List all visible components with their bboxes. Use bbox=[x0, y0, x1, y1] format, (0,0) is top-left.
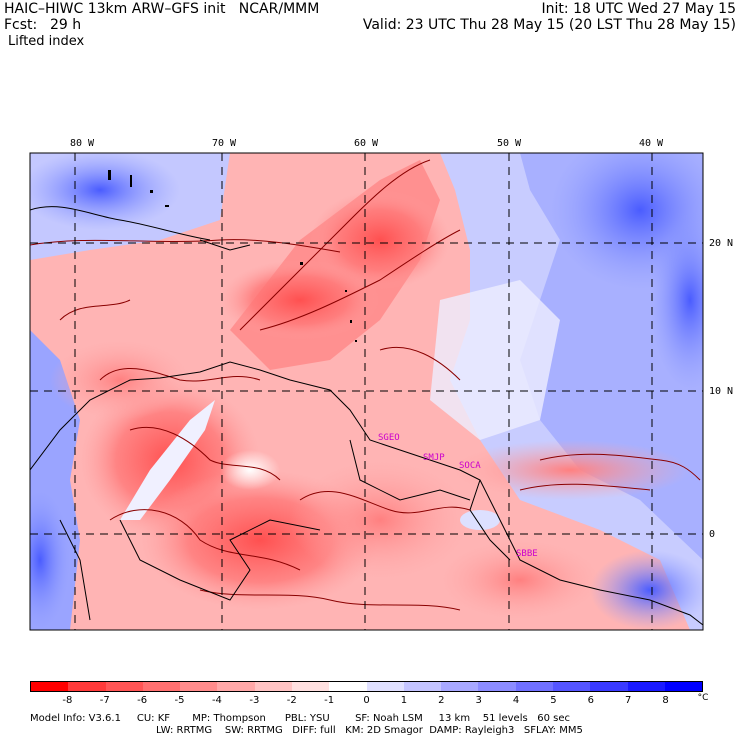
lon-label-50w: 50 W bbox=[497, 138, 522, 149]
lat-label-20n: 20 N bbox=[709, 238, 733, 249]
colorbar-tick-label: 8 bbox=[662, 695, 669, 706]
map-title: HAIC–HIWC 13km ARW–GFS init NCAR/MMM bbox=[4, 1, 320, 17]
station-soca: SOCA bbox=[459, 461, 481, 471]
colorbar-swatch bbox=[403, 682, 442, 691]
station-smjp: SMJP bbox=[423, 453, 445, 463]
colorbar-tick-label: -7 bbox=[99, 695, 110, 706]
model-info-line2: LW: RRTMG SW: RRTMG DIFF: full KM: 2D Sm… bbox=[156, 725, 583, 736]
colorbar-swatch bbox=[68, 682, 106, 691]
colorbar-swatch bbox=[142, 682, 181, 691]
station-sgeo: SGEO bbox=[378, 433, 400, 443]
colorbar-tick-label: -8 bbox=[62, 695, 73, 706]
valid-time: Valid: 23 UTC Thu 28 May 15 (20 LST Thu … bbox=[362, 17, 736, 33]
colorbar-tick-label: -1 bbox=[324, 695, 335, 706]
lon-label-80w: 80 W bbox=[70, 138, 95, 149]
colorbar-swatch bbox=[31, 682, 69, 691]
colorbar bbox=[30, 681, 703, 692]
colorbar-tick-label: -4 bbox=[211, 695, 222, 706]
lon-label-70w: 70 W bbox=[212, 138, 237, 149]
lat-label-10n: 10 N bbox=[709, 386, 733, 397]
colorbar-tick-label: 5 bbox=[550, 695, 557, 706]
colorbar-tick-label: 6 bbox=[587, 695, 595, 706]
lon-label-60w: 60 W bbox=[354, 138, 379, 149]
colorbar-swatch bbox=[254, 682, 292, 691]
colorbar-tick-label: 4 bbox=[512, 695, 520, 706]
colorbar-tick-label: 3 bbox=[475, 695, 482, 706]
colorbar-swatch bbox=[441, 682, 479, 691]
station-sbbe: SBBE bbox=[516, 549, 538, 559]
colorbar-unit: °C bbox=[697, 693, 709, 703]
lat-label-eq: 0 bbox=[709, 529, 715, 540]
forecast-label: Fcst: bbox=[4, 17, 38, 33]
colorbar-tick-label: 0 bbox=[363, 695, 370, 706]
colorbar-tick-label: -5 bbox=[174, 695, 185, 706]
colorbar-tick-label: -2 bbox=[286, 695, 297, 706]
colorbar-swatch bbox=[552, 682, 591, 691]
forecast-hour: 29 h bbox=[50, 17, 82, 33]
colorbar-tick-label: 7 bbox=[625, 695, 632, 706]
colorbar-swatch bbox=[366, 682, 404, 691]
colorbar-swatch bbox=[478, 682, 516, 691]
colorbar-tick-label: 1 bbox=[400, 695, 408, 706]
colorbar-swatch bbox=[217, 682, 255, 691]
colorbar-tick-label: -3 bbox=[249, 695, 260, 706]
init-time: Init: 18 UTC Wed 27 May 15 bbox=[541, 1, 736, 17]
colorbar-tick-label: -6 bbox=[137, 695, 148, 706]
colorbar-swatch bbox=[105, 682, 143, 691]
colorbar-swatch bbox=[664, 682, 703, 691]
colorbar-tick-label: 2 bbox=[438, 695, 445, 706]
colorbar-swatch bbox=[291, 682, 330, 691]
colorbar-swatch bbox=[329, 682, 367, 691]
colorbar-swatch bbox=[627, 682, 665, 691]
field-name: Lifted index bbox=[8, 34, 85, 49]
model-info-line1: Model Info: V3.6.1 CU: KF MP: Thompson P… bbox=[30, 713, 570, 724]
colorbar-swatch bbox=[180, 682, 218, 691]
lon-label-40w: 40 W bbox=[639, 138, 664, 149]
colorbar-swatch bbox=[590, 682, 628, 691]
colorbar-swatch bbox=[515, 682, 553, 691]
